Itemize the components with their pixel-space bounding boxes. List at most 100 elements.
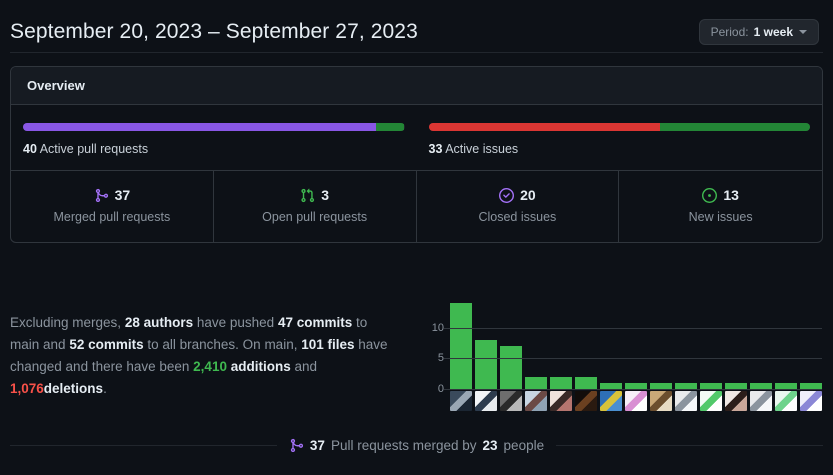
contributor-avatar-4[interactable] (525, 391, 547, 411)
tile-closed-issues-label: Closed issues (478, 210, 557, 224)
summary-additions-word: additions (230, 359, 291, 374)
header-divider (10, 52, 823, 53)
summary-deletions-word: deletions (43, 381, 104, 396)
chart-bar[interactable] (775, 382, 797, 389)
overview-tiles-row: 37 Merged pull requests 3 Open pull requ… (11, 171, 822, 242)
footer-text: 37 Pull requests merged by 23 people (277, 438, 556, 453)
summary-authors: 28 authors (124, 315, 194, 330)
contributor-avatar-5[interactable] (550, 391, 572, 411)
summary-changed: have changed and there have been (10, 337, 388, 374)
footer-people-word: people (503, 438, 545, 453)
issues-progress-bar (428, 123, 810, 131)
tile-new-issues-top: 13 (625, 187, 816, 203)
contributor-avatar-10[interactable] (675, 391, 697, 411)
issues-bar-label: 33 Active issues (429, 142, 811, 156)
commit-summary-text: Excluding merges, 28 authors have pushed… (0, 300, 410, 420)
contributor-avatar-7[interactable] (600, 391, 622, 411)
summary-main-and: main and (10, 337, 66, 352)
chart-bar[interactable] (525, 376, 547, 389)
chart-bars (450, 297, 822, 389)
overview-card-title: Overview (11, 67, 822, 105)
contributor-avatar-14[interactable] (775, 391, 797, 411)
tile-open-pull-requests-top: 3 (220, 187, 410, 203)
tile-open-pull-requests[interactable]: 3 Open pull requests (214, 171, 417, 242)
contributor-avatar-6[interactable] (575, 391, 597, 411)
tile-open-pull-requests-label: Open pull requests (262, 210, 368, 224)
contributor-avatar-12[interactable] (725, 391, 747, 411)
active-issues-count: 33 (428, 142, 443, 156)
chart-plot: 0 5 10 (432, 297, 822, 395)
contributor-avatar-11[interactable] (700, 391, 722, 411)
chart-bar[interactable] (625, 382, 647, 389)
git-merge-icon (94, 188, 109, 203)
pull-requests-bar-cell: 40 Active pull requests (11, 123, 417, 156)
summary-lead: Excluding merges, (10, 315, 122, 330)
chart-ytick-label: 10 (431, 321, 444, 334)
summary-to: to (356, 315, 368, 330)
summary-to-all-branches: to all branches. On main, (147, 337, 298, 352)
tile-closed-issues[interactable]: 20 Closed issues (417, 171, 620, 242)
pull-requests-progress-bar (23, 123, 405, 131)
pull-requests-bar-label: 40 Active pull requests (23, 142, 405, 156)
issue-opened-icon (702, 187, 718, 203)
chart-avatar-axis (450, 391, 822, 411)
summary-pushed: have pushed (196, 315, 275, 330)
contributor-avatar-15[interactable] (800, 391, 822, 411)
chart-gridline (444, 389, 822, 390)
chart-ytick-label: 5 (437, 352, 444, 365)
chart-bar[interactable] (475, 339, 497, 389)
chart-bar[interactable] (675, 382, 697, 389)
chart-bar[interactable] (500, 346, 522, 389)
tile-merged-pull-requests-label: Merged pull requests (53, 210, 171, 224)
period-dropdown-button[interactable]: Period: 1 week (698, 19, 819, 45)
tile-new-issues-number: 13 (723, 187, 739, 203)
chart-bar[interactable] (800, 382, 822, 389)
issues-closed-segment (428, 123, 660, 131)
contributor-avatar-8[interactable] (625, 391, 647, 411)
chart-bar[interactable] (450, 303, 472, 389)
chart-bar[interactable] (725, 382, 747, 389)
commits-per-author-chart: 0 5 10 (410, 300, 828, 430)
summary-files: 101 files (301, 337, 355, 352)
contributor-avatar-9[interactable] (650, 391, 672, 411)
tile-merged-pull-requests-number: 37 (114, 187, 131, 203)
chart-bar[interactable] (575, 376, 597, 389)
chart-gridline (444, 358, 822, 360)
page-title: September 20, 2023 – September 27, 2023 (10, 20, 418, 43)
footer-rule-right (556, 445, 823, 446)
chart-bar[interactable] (700, 382, 722, 389)
summary-and: and (294, 359, 318, 374)
tile-merged-pull-requests-top: 37 (17, 187, 207, 203)
tile-closed-issues-number: 20 (520, 187, 536, 203)
contributor-avatar-3[interactable] (500, 391, 522, 411)
period-prefix-label: Period: (710, 25, 749, 39)
contributor-avatar-13[interactable] (750, 391, 772, 411)
chart-bar[interactable] (600, 382, 622, 389)
tile-new-issues-label: New issues (688, 210, 753, 224)
tile-new-issues[interactable]: 13 New issues (619, 171, 822, 242)
pr-open-segment (375, 123, 405, 131)
summary-commits-all: 52 commits (69, 337, 144, 352)
issues-new-segment (659, 123, 810, 131)
contributor-avatar-2[interactable] (475, 391, 497, 411)
contributor-avatar-1[interactable] (450, 391, 472, 411)
active-issues-text: Active issues (445, 142, 519, 156)
chart-area: 0 5 10 (422, 287, 822, 417)
summary-deletions-number: 1,076 (10, 381, 44, 396)
chart-ytick-label: 0 (437, 383, 444, 395)
chart-bar[interactable] (650, 382, 672, 389)
summary-period: . (103, 381, 107, 396)
chart-bar[interactable] (550, 376, 572, 389)
summary-additions-number: 2,410 (193, 359, 227, 374)
issues-bar-cell: 33 Active issues (417, 123, 823, 156)
activity-bars-row: 40 Active pull requests 33 Active issues (11, 105, 822, 171)
footer-rule-left (10, 445, 277, 446)
chart-gridline (444, 327, 822, 329)
lower-section: Excluding merges, 28 authors have pushed… (0, 300, 833, 420)
git-pull-request-icon (300, 188, 315, 203)
footer-mid-text: Pull requests merged by (330, 438, 477, 453)
chart-bar[interactable] (750, 382, 772, 389)
issue-closed-icon (499, 187, 515, 203)
tile-merged-pull-requests[interactable]: 37 Merged pull requests (11, 171, 214, 242)
